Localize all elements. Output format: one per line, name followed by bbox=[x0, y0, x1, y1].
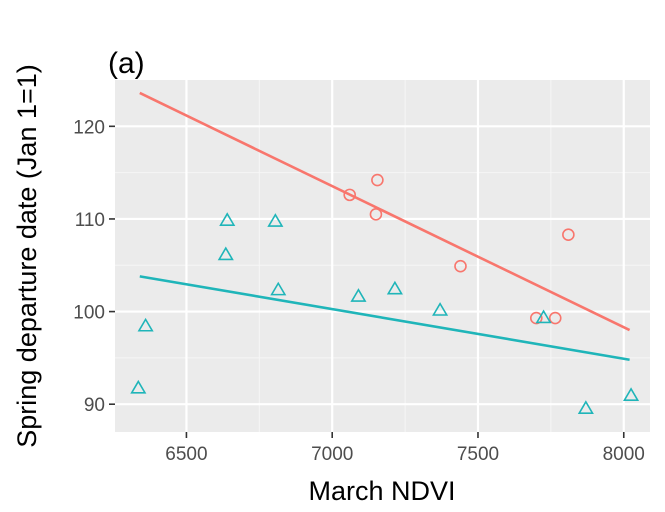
triangle-point bbox=[130, 379, 147, 394]
regression-line-triangles bbox=[139, 275, 630, 362]
circle-point bbox=[371, 173, 384, 187]
x-axis-title: March NDVI bbox=[308, 476, 455, 506]
triangle-point bbox=[270, 281, 287, 296]
x-tick-label: 7500 bbox=[457, 444, 499, 465]
triangle-point bbox=[386, 280, 403, 295]
triangle-point bbox=[219, 212, 236, 226]
x-tick-label: 7000 bbox=[311, 444, 353, 465]
triangle-point bbox=[137, 317, 154, 332]
circle-point bbox=[548, 311, 562, 325]
triangle-point bbox=[535, 309, 552, 324]
y-tick-label: 120 bbox=[73, 117, 105, 138]
circle-point bbox=[562, 228, 575, 241]
regression-line-circles bbox=[139, 91, 631, 332]
y-axis-title: Spring departure date (Jan 1=1) bbox=[12, 64, 42, 448]
triangle-point bbox=[432, 302, 449, 316]
axis-ticks bbox=[109, 125, 625, 438]
triangle-point bbox=[623, 387, 640, 402]
circle-point bbox=[529, 311, 543, 325]
data-points bbox=[130, 173, 640, 414]
y-tick-label: 90 bbox=[84, 395, 105, 416]
x-tick-label: 6500 bbox=[165, 444, 207, 465]
regression-lines bbox=[139, 91, 631, 362]
x-tick-labels: 6500 7000 7500 8000 bbox=[165, 444, 645, 465]
circle-point bbox=[343, 188, 357, 202]
circle-point bbox=[454, 259, 467, 273]
triangle-point bbox=[577, 400, 594, 414]
y-tick-label: 110 bbox=[75, 210, 105, 231]
panel-title: (a) bbox=[108, 47, 145, 80]
triangle-point bbox=[267, 213, 284, 227]
x-tick-label: 8000 bbox=[603, 444, 645, 465]
y-tick-label: 100 bbox=[73, 303, 105, 324]
minor-gridlines bbox=[115, 80, 650, 432]
plot-panel bbox=[115, 80, 650, 432]
circle-point bbox=[369, 208, 383, 221]
y-tick-labels: 90 100 110 120 bbox=[73, 117, 105, 416]
triangle-point bbox=[217, 246, 234, 261]
triangle-point bbox=[350, 288, 367, 302]
